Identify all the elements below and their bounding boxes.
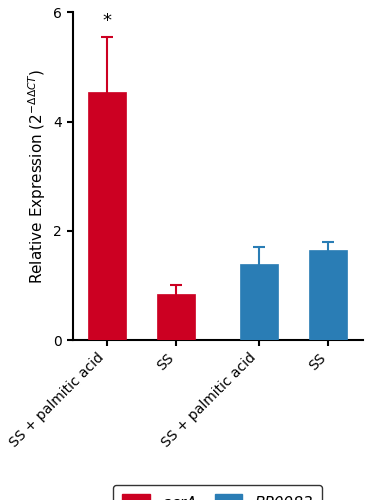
Bar: [240, 264, 278, 340]
Bar: [309, 250, 347, 340]
Bar: [88, 92, 126, 340]
Text: *: *: [102, 12, 112, 30]
Y-axis label: Relative Expression ($2^{-\Delta\Delta CT}$): Relative Expression ($2^{-\Delta\Delta C…: [26, 68, 48, 284]
Legend: acrA, BP0983: acrA, BP0983: [113, 485, 322, 500]
Bar: [157, 294, 195, 340]
